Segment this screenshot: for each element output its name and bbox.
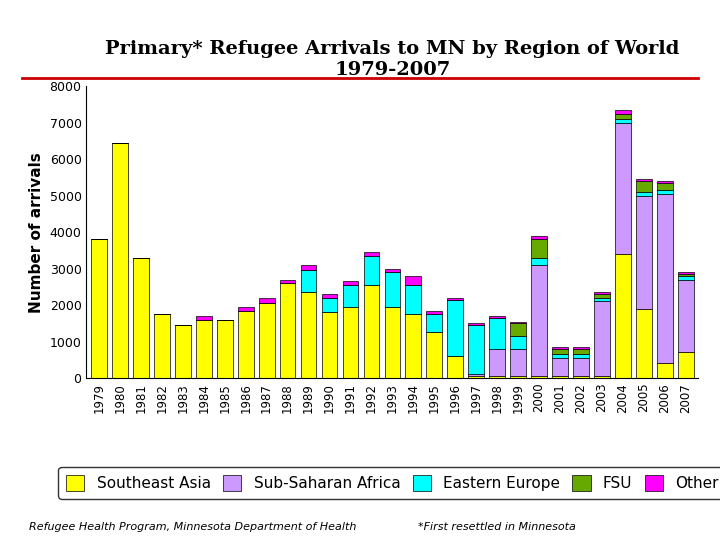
Bar: [154, 314, 170, 378]
Bar: [258, 298, 274, 303]
Bar: [280, 280, 295, 283]
Bar: [364, 252, 379, 256]
Bar: [657, 190, 672, 194]
Text: Refugee Health Program, Minnesota Department of Health: Refugee Health Program, Minnesota Depart…: [29, 522, 356, 532]
Bar: [301, 292, 316, 378]
Bar: [364, 256, 379, 285]
Bar: [469, 376, 484, 378]
Bar: [343, 285, 359, 307]
Bar: [531, 240, 547, 258]
Bar: [678, 272, 693, 274]
Bar: [384, 307, 400, 378]
Bar: [678, 274, 693, 276]
Bar: [636, 309, 652, 378]
Bar: [636, 179, 652, 181]
Y-axis label: Number of arrivals: Number of arrivals: [29, 152, 44, 313]
Bar: [175, 325, 191, 378]
Bar: [490, 316, 505, 318]
Bar: [573, 349, 589, 354]
Bar: [615, 254, 631, 378]
Bar: [91, 240, 107, 378]
Bar: [490, 376, 505, 378]
Bar: [447, 300, 463, 356]
Bar: [490, 318, 505, 349]
Bar: [384, 269, 400, 272]
Bar: [426, 333, 442, 378]
Bar: [322, 298, 338, 312]
Bar: [510, 321, 526, 323]
Bar: [510, 336, 526, 349]
Bar: [615, 114, 631, 119]
Bar: [447, 298, 463, 300]
Bar: [594, 294, 610, 298]
Bar: [364, 285, 379, 378]
Bar: [280, 283, 295, 378]
Bar: [301, 271, 316, 292]
Bar: [405, 314, 421, 378]
Bar: [594, 301, 610, 376]
Title: Primary* Refugee Arrivals to MN by Region of World
1979-2007: Primary* Refugee Arrivals to MN by Regio…: [105, 40, 680, 79]
Bar: [510, 376, 526, 378]
Bar: [573, 347, 589, 349]
Bar: [447, 356, 463, 378]
Bar: [636, 181, 652, 192]
Bar: [594, 376, 610, 378]
Bar: [657, 363, 672, 378]
Bar: [636, 192, 652, 195]
Bar: [552, 349, 568, 354]
Bar: [510, 323, 526, 336]
Bar: [469, 374, 484, 376]
Bar: [678, 353, 693, 378]
Bar: [196, 320, 212, 378]
Bar: [657, 181, 672, 183]
Bar: [615, 119, 631, 123]
Bar: [322, 294, 338, 298]
Bar: [469, 325, 484, 374]
Bar: [490, 349, 505, 376]
Bar: [217, 320, 233, 378]
Bar: [196, 316, 212, 320]
Bar: [384, 272, 400, 307]
Bar: [657, 194, 672, 363]
Bar: [405, 285, 421, 314]
Bar: [531, 265, 547, 376]
Bar: [405, 276, 421, 285]
Bar: [615, 123, 631, 254]
Bar: [615, 110, 631, 114]
Bar: [636, 195, 652, 309]
Bar: [678, 280, 693, 353]
Bar: [657, 183, 672, 190]
Bar: [133, 258, 149, 378]
Bar: [594, 298, 610, 301]
Bar: [573, 376, 589, 378]
Bar: [258, 303, 274, 378]
Bar: [573, 354, 589, 358]
Bar: [510, 349, 526, 376]
Text: *First resettled in Minnesota: *First resettled in Minnesota: [418, 522, 575, 532]
Bar: [573, 358, 589, 376]
Bar: [531, 258, 547, 265]
Bar: [552, 347, 568, 349]
Bar: [531, 376, 547, 378]
Bar: [426, 314, 442, 333]
Bar: [343, 307, 359, 378]
Bar: [552, 358, 568, 376]
Bar: [426, 310, 442, 314]
Bar: [343, 281, 359, 285]
Bar: [301, 265, 316, 271]
Bar: [469, 323, 484, 325]
Bar: [594, 292, 610, 294]
Bar: [531, 236, 547, 240]
Legend: Southeast Asia, Sub-Saharan Africa, Eastern Europe, FSU, Other: Southeast Asia, Sub-Saharan Africa, East…: [58, 467, 720, 498]
Bar: [552, 376, 568, 378]
Bar: [322, 312, 338, 378]
Bar: [238, 310, 253, 378]
Bar: [238, 307, 253, 310]
Bar: [678, 276, 693, 280]
Bar: [112, 143, 127, 378]
Bar: [552, 354, 568, 358]
